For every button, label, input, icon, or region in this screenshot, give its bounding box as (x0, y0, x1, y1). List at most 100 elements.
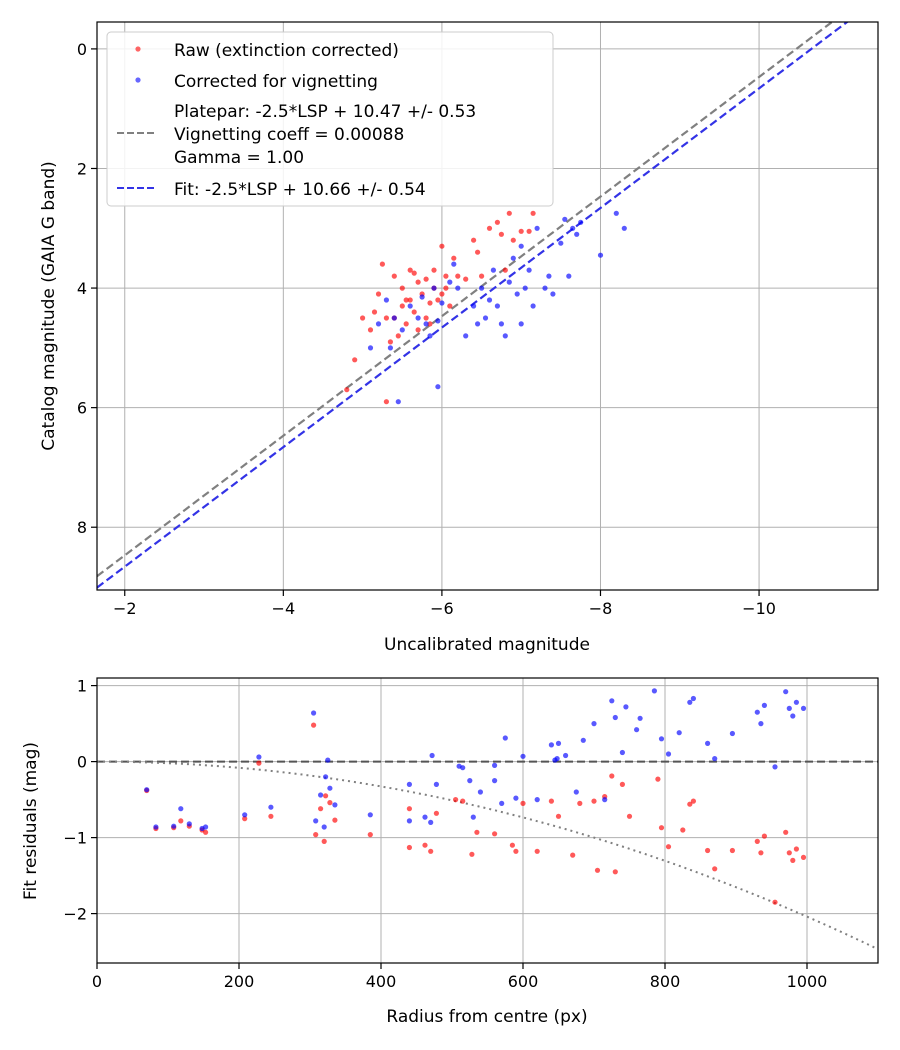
raw-point (471, 237, 477, 243)
legend-box (106, 31, 554, 207)
corrected-point (510, 255, 516, 261)
raw-point (391, 273, 397, 279)
y-tick-label: 4 (77, 279, 87, 298)
corrected-point (327, 785, 333, 791)
raw-point (570, 852, 576, 858)
raw-point (577, 800, 583, 807)
raw-point (506, 210, 512, 216)
corrected-point (772, 764, 778, 770)
calibration-scatter-chart: −2 −4 −6 −8 −10 0 2 4 6 8 Uncalibrated magnitude… (39, 21, 879, 655)
corrected-point (550, 291, 556, 297)
corrected-point (499, 800, 505, 807)
raw-point (268, 813, 274, 819)
corrected-point (518, 321, 524, 327)
raw-point (178, 818, 184, 824)
raw-point (758, 850, 764, 856)
corrected-point (242, 812, 248, 818)
raw-point (492, 831, 498, 837)
corrected-point (573, 789, 579, 795)
raw-point (510, 237, 516, 243)
corrected-point (479, 285, 485, 291)
raw-point (411, 309, 417, 315)
corrected-point (490, 267, 496, 273)
corrected-point (790, 713, 796, 719)
raw-point (619, 781, 626, 788)
corrected-point (367, 345, 374, 351)
raw-point (352, 357, 358, 363)
raw-point (520, 800, 526, 807)
corrected-point (613, 210, 619, 216)
corrected-point (375, 321, 382, 327)
raw-point (383, 315, 389, 321)
corrected-point (634, 727, 640, 733)
raw-point (439, 291, 445, 297)
corrected-point (712, 756, 718, 762)
corrected-point (761, 702, 768, 709)
raw-point (313, 832, 319, 838)
raw-point (469, 851, 475, 857)
corrected-point (786, 705, 792, 712)
y-tick-label: 8 (77, 518, 87, 537)
corrected-point (477, 789, 483, 795)
corrected-point (406, 781, 412, 788)
y-tick-label: 2 (77, 159, 87, 178)
raw-point (428, 848, 434, 854)
raw-point (367, 327, 374, 333)
raw-point (460, 798, 466, 804)
legend: Raw (extinction corrected) Corrected for… (106, 31, 554, 207)
raw-point (626, 813, 633, 819)
corrected-point (313, 818, 319, 824)
residuals-scatter-chart: 0 200 400 600 800 1000 1 0 −1 −2 Radius from cen… (21, 677, 879, 1027)
corrected-point (482, 315, 489, 321)
raw-point (790, 857, 796, 864)
corrected-point (423, 321, 429, 327)
corrected-point (574, 231, 580, 237)
raw-point (383, 399, 389, 405)
corrected-point (475, 321, 481, 327)
raw-point (513, 848, 519, 854)
raw-point (433, 810, 439, 816)
corrected-point (580, 737, 586, 743)
corrected-point (637, 715, 643, 721)
raw-point (427, 300, 433, 306)
corrected-point (435, 384, 441, 390)
y-tick-label: 0 (77, 753, 87, 772)
raw-point (658, 825, 665, 831)
x-tick-label: −2 (113, 599, 137, 618)
raw-point (323, 793, 329, 799)
corrected-point (591, 721, 597, 727)
corrected-point (522, 285, 528, 291)
corrected-point (570, 225, 576, 231)
raw-point (690, 798, 697, 804)
raw-point (455, 273, 461, 279)
y-tick-label: −2 (63, 905, 87, 924)
corrected-point (332, 802, 338, 808)
corrected-point (492, 778, 498, 784)
raw-point (555, 813, 562, 819)
x-tick-label: 400 (366, 972, 397, 991)
bottom-y-axis-label: Fit residuals (mag) (21, 742, 41, 900)
x-tick-label: 600 (508, 972, 539, 991)
raw-point (761, 833, 768, 839)
raw-point (431, 267, 437, 273)
raw-point (422, 842, 428, 848)
corrected-point (621, 225, 627, 231)
legend-fit-label: Fit: -2.5*LSP + 10.66 +/- 0.54 (174, 180, 426, 200)
x-tick-label: −10 (742, 599, 776, 618)
x-tick-label: 200 (224, 972, 255, 991)
legend-platepar-line1: Platepar: -2.5*LSP + 10.47 +/- 0.53 (174, 102, 476, 122)
corrected-point (502, 333, 508, 339)
raw-point (371, 309, 378, 315)
top-fit-lines (97, 22, 849, 589)
corrected-point (415, 315, 421, 321)
corrected-point (498, 321, 504, 327)
corrected-point (729, 730, 736, 737)
corrected-point (439, 300, 445, 306)
y-tick-label: 0 (77, 40, 87, 59)
corrected-point (548, 742, 555, 748)
corrected-point (431, 285, 437, 291)
corrected-point (427, 333, 433, 339)
raw-point (530, 210, 536, 216)
corrected-point (793, 699, 800, 705)
